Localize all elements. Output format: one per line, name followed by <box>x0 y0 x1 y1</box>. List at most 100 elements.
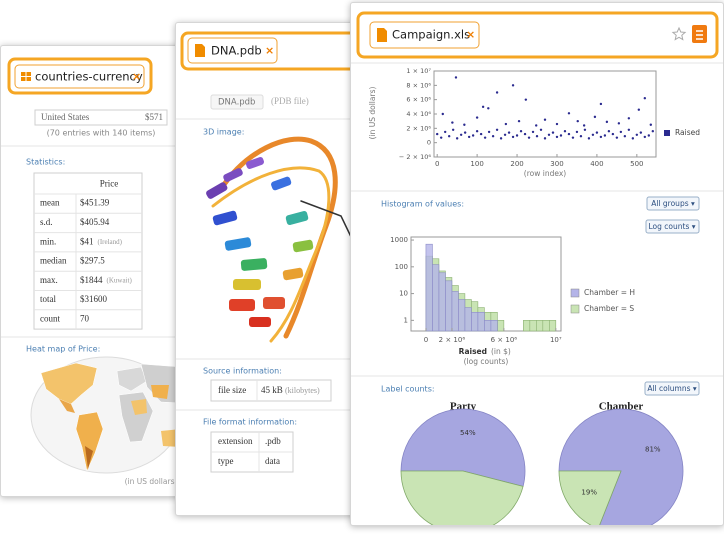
x-tick-label: 10⁷ <box>550 336 562 344</box>
point <box>582 124 586 127</box>
tab-highlight <box>7 57 153 95</box>
point <box>651 130 655 133</box>
point <box>627 117 631 120</box>
point <box>599 102 603 106</box>
bar <box>432 264 440 332</box>
point <box>593 115 597 119</box>
point <box>539 128 543 131</box>
pie-slice <box>400 470 524 525</box>
point <box>576 119 579 123</box>
plot-frame <box>433 70 657 158</box>
y-tick-label: 1 × 10⁷ <box>406 67 431 75</box>
bar <box>471 311 479 332</box>
bar <box>458 299 466 332</box>
source-table <box>210 379 332 402</box>
point <box>454 76 458 79</box>
point <box>471 134 475 137</box>
tab[interactable] <box>187 37 278 64</box>
y-tick-label: 0 <box>427 139 431 147</box>
card-canvas: Campaign.xls × (in US dollars) (row inde… <box>351 11 723 525</box>
point <box>531 130 535 134</box>
x-tick-label: 300 <box>550 160 563 168</box>
point <box>559 134 563 137</box>
bar <box>484 320 492 332</box>
tab-highlight <box>356 11 719 59</box>
section-heading: Histogram of values: <box>381 200 464 209</box>
tab-title[interactable]: DNA.pdb <box>211 44 262 58</box>
section-heading: 3D image: <box>203 128 244 137</box>
table-cell: type <box>218 456 234 466</box>
groups-button-label[interactable]: All groups ▾ <box>651 199 695 208</box>
point <box>495 91 499 94</box>
star-button[interactable] <box>671 26 687 41</box>
point <box>507 131 511 134</box>
point <box>517 119 521 123</box>
legend-swatch <box>570 288 580 298</box>
tab[interactable] <box>369 21 480 49</box>
section-heading: Source information: <box>203 367 282 376</box>
table-cell: median <box>40 256 67 266</box>
legend-label: Chamber = S <box>584 304 634 313</box>
section-heading: Heat map of Price: <box>26 345 100 354</box>
bar <box>542 320 550 332</box>
preview-cell: $571 <box>145 112 163 122</box>
point <box>435 132 439 136</box>
tab-title[interactable]: Campaign.xls <box>392 28 470 42</box>
bar <box>451 291 459 332</box>
pie-title: Chamber <box>599 401 644 413</box>
x-tick-label: 0 <box>435 160 439 168</box>
point <box>607 130 611 133</box>
tab-title[interactable]: countries-currency <box>35 70 143 84</box>
y-tick-label: 100 <box>395 263 408 271</box>
y-axis-label: (in US dollars) <box>368 87 377 140</box>
point <box>543 137 547 140</box>
x-tick-label: 2 × 10⁶ <box>439 336 466 344</box>
note: (in US dollars) <box>125 477 178 486</box>
point <box>524 98 528 101</box>
point <box>623 135 627 138</box>
groups-button[interactable] <box>646 196 700 211</box>
point <box>615 136 619 139</box>
point <box>547 133 551 136</box>
section-heading: Label counts: <box>381 385 435 394</box>
log-button-label[interactable]: Log counts ▾ <box>649 222 696 231</box>
bar <box>425 243 433 332</box>
card-canvas: DNA.pdb × DNA.pdb (PDB file) 3D image: S… <box>176 31 366 473</box>
section-heading: Statistics: <box>26 158 65 167</box>
tab[interactable] <box>14 64 145 89</box>
y-tick-label: − 2 × 10⁶ <box>399 153 431 161</box>
point <box>479 132 483 136</box>
point <box>483 136 487 139</box>
legend-swatch <box>664 130 670 136</box>
tab-close[interactable]: × <box>132 70 141 83</box>
y-tick-label: 1 <box>404 316 408 324</box>
table-note: (kilobytes) <box>285 386 320 395</box>
point <box>475 116 479 119</box>
columns-button[interactable] <box>644 381 700 396</box>
table-cell: $41 <box>80 236 94 246</box>
tab-close[interactable]: × <box>265 44 274 57</box>
point <box>487 130 491 134</box>
bar <box>477 311 485 332</box>
point <box>619 130 623 134</box>
menu-button[interactable] <box>692 25 707 43</box>
table-cell: total <box>40 294 56 304</box>
bar <box>536 320 544 332</box>
point <box>511 135 515 139</box>
columns-button-label[interactable]: All columns ▾ <box>647 384 697 393</box>
tab-close[interactable]: × <box>466 28 475 41</box>
point <box>595 131 599 134</box>
table-cell: $405.94 <box>80 217 110 227</box>
file-name: DNA.pdb <box>218 98 255 108</box>
x-axis-label: Raised <box>459 347 487 356</box>
log-button[interactable] <box>645 219 700 234</box>
table-cell: 45 kB <box>261 385 283 395</box>
table-cell: .pdb <box>265 436 281 446</box>
point <box>563 130 567 133</box>
bar <box>445 280 453 332</box>
point <box>515 134 519 137</box>
point <box>643 97 647 100</box>
bar <box>529 320 537 332</box>
x-tick-label: 500 <box>630 160 643 168</box>
card-campaign: Campaign.xls × (in US dollars) (row inde… <box>350 2 724 526</box>
